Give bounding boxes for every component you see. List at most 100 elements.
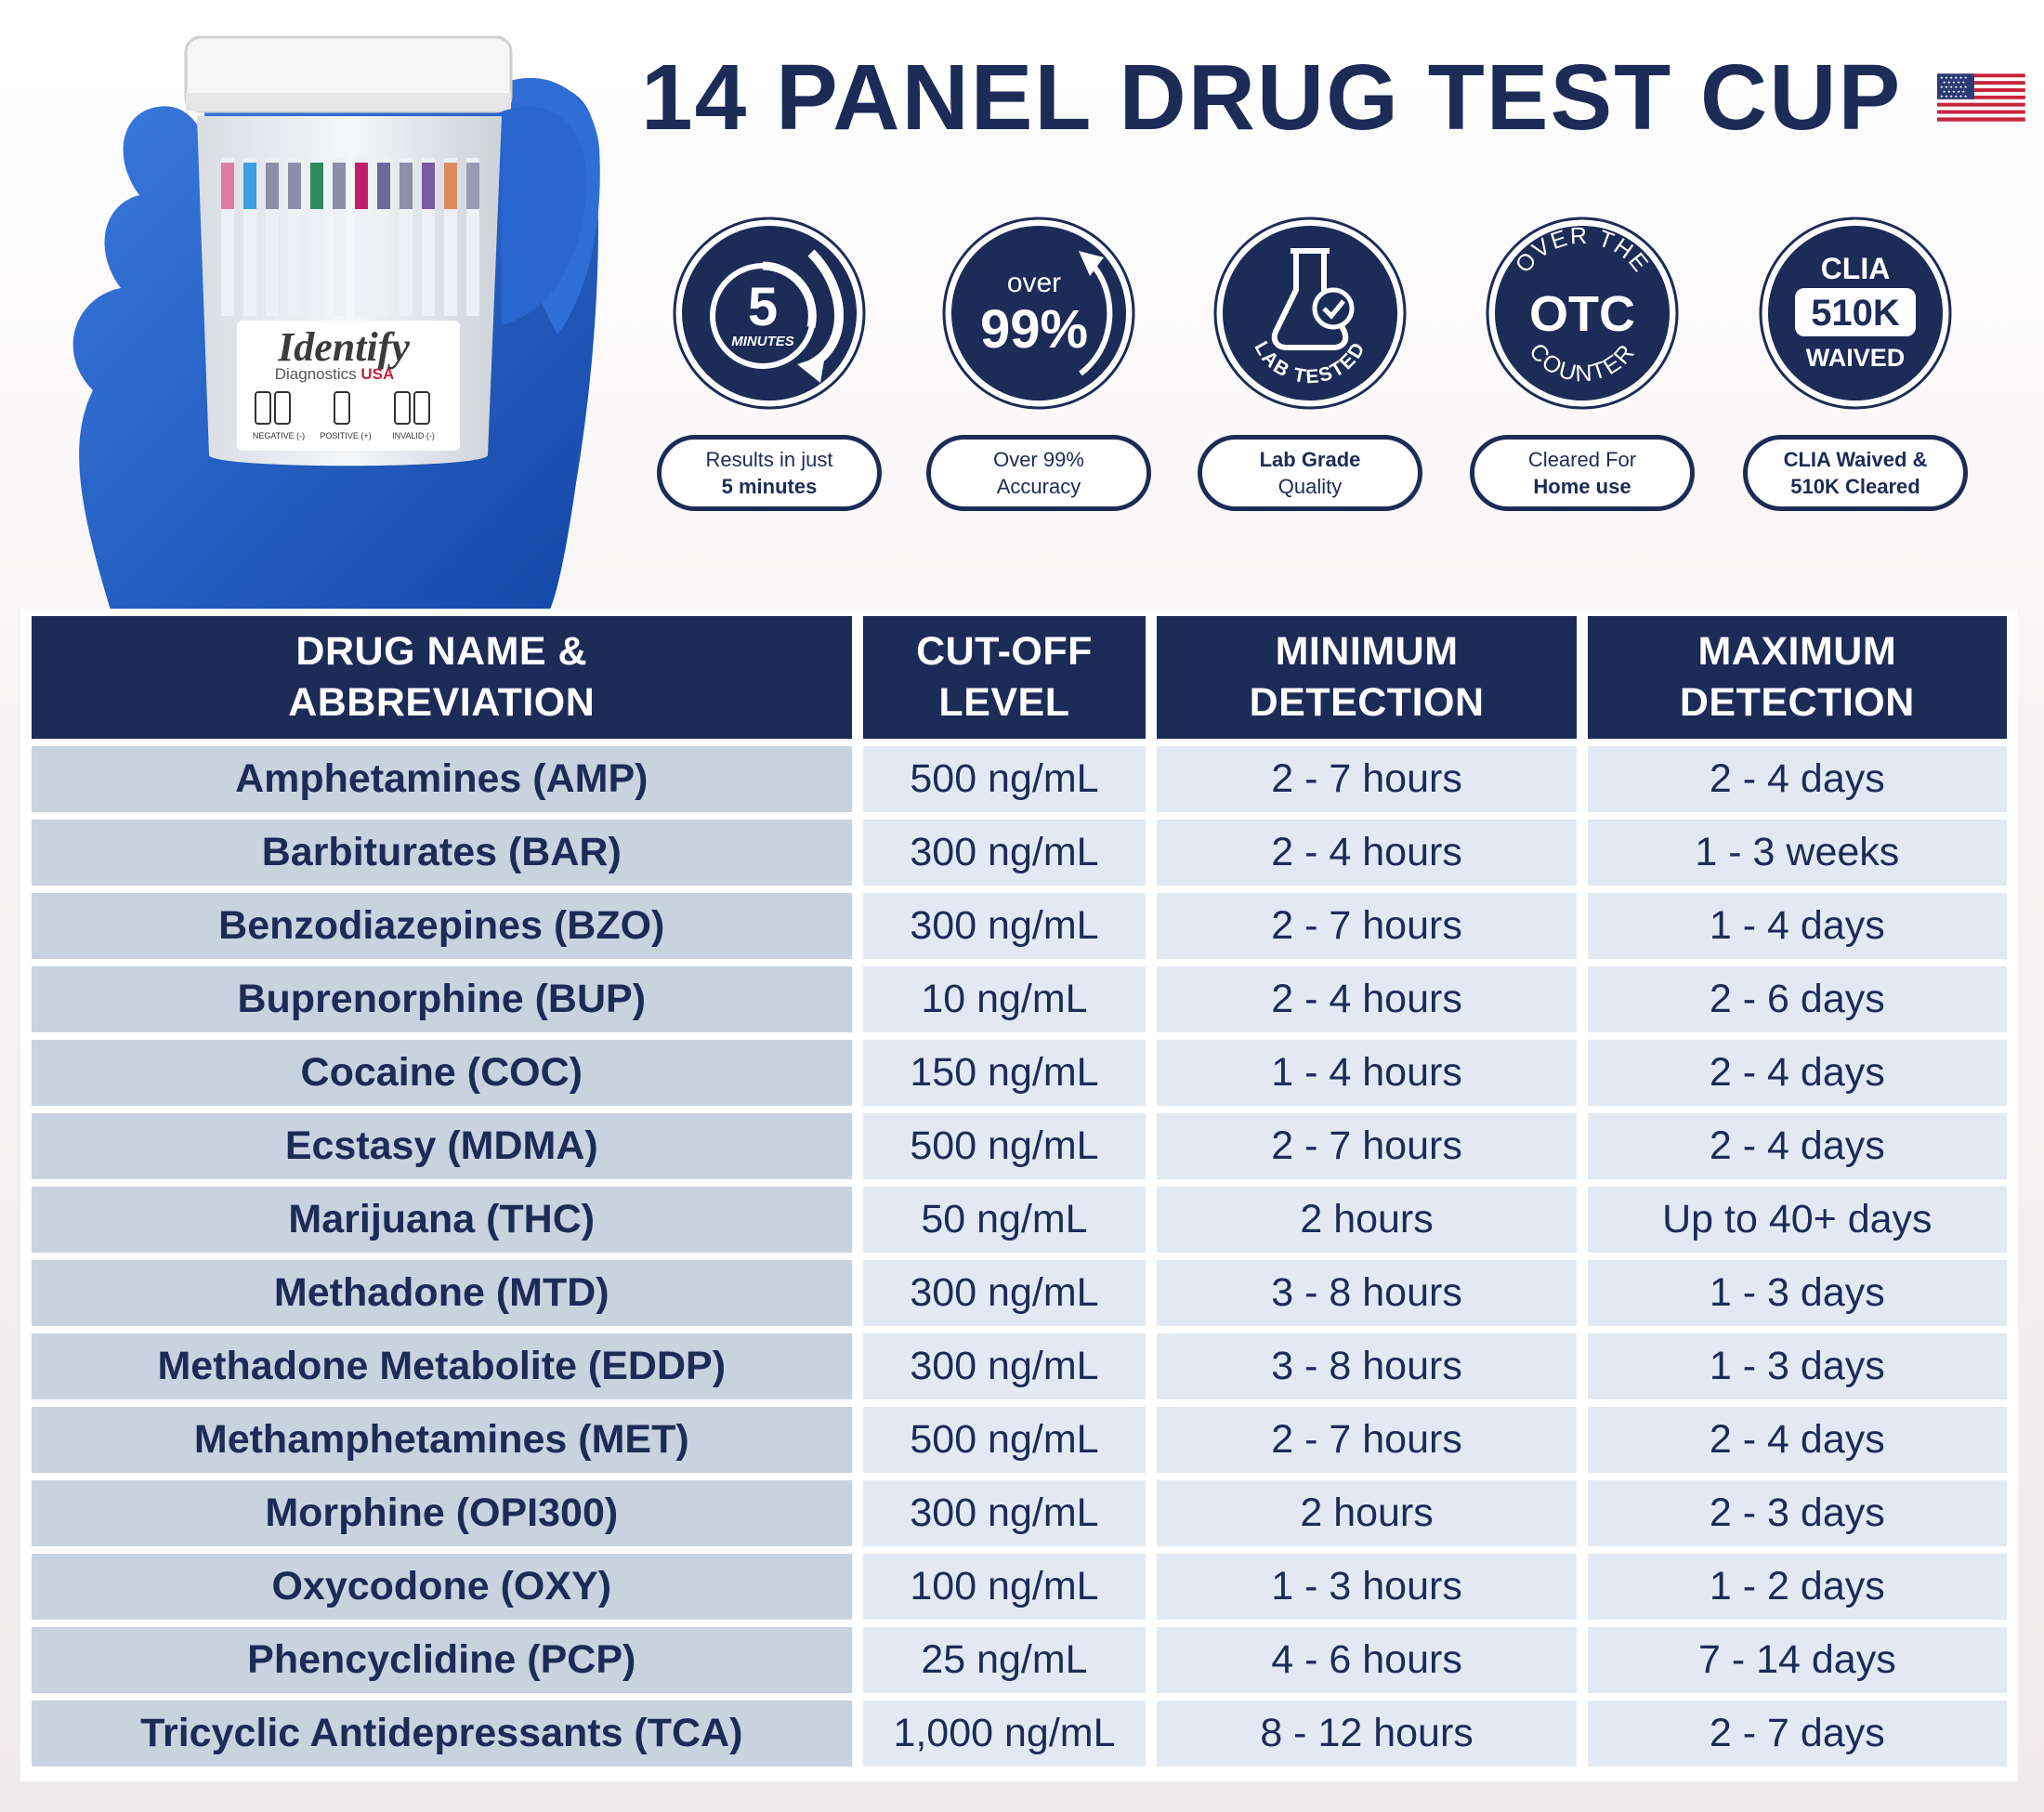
- svg-text:WAIVED: WAIVED: [1806, 344, 1906, 372]
- drug-name-cell: Methadone Metabolite (EDDP): [32, 1333, 852, 1399]
- test-strip-color: [221, 163, 234, 209]
- min-detection-cell: 2 - 4 hours: [1157, 820, 1577, 886]
- max-detection-cell: 7 - 14 days: [1587, 1627, 2007, 1693]
- table-row: Marijuana (THC) 50 ng/mL 2 hours Up to 40+ …: [32, 1187, 2007, 1253]
- table-row: Amphetamines (AMP) 500 ng/mL 2 - 7 hours 2 …: [32, 746, 2007, 812]
- feature-label: Over 99% Accuracy: [926, 435, 1151, 511]
- svg-text:★ ★ ★ ★ ★ ★: ★ ★ ★ ★ ★ ★: [1940, 85, 1968, 90]
- feature-label: Cleared For Home use: [1470, 435, 1695, 511]
- svg-text:★ ★ ★ ★ ★ ★: ★ ★ ★ ★ ★ ★: [1940, 94, 1968, 99]
- svg-text:5: 5: [748, 277, 778, 337]
- min-detection-cell: 2 hours: [1157, 1187, 1577, 1253]
- drug-name-cell: Tricyclic Antidepressants (TCA): [32, 1700, 852, 1766]
- cutoff-cell: 1,000 ng/mL: [862, 1700, 1146, 1766]
- feature-lab-tested: LAB TESTED Lab Grade Quality: [1194, 216, 1426, 511]
- svg-text:510K: 510K: [1811, 293, 1900, 334]
- max-detection-cell: 2 - 4 days: [1587, 1113, 2007, 1179]
- header-max-detection: MAXIMUM DETECTION: [1587, 616, 2007, 739]
- svg-text:★ ★ ★ ★ ★: ★ ★ ★ ★ ★: [1943, 80, 1966, 85]
- table-row: Ecstasy (MDMA) 500 ng/mL 2 - 7 hours 2 - 4 …: [32, 1113, 2007, 1179]
- table-row: Barbiturates (BAR) 300 ng/mL 2 - 4 hours 1 …: [32, 820, 2007, 886]
- max-detection-cell: 2 - 7 days: [1587, 1700, 2007, 1766]
- feature-label: Lab Grade Quality: [1198, 435, 1422, 511]
- table-row: Benzodiazepines (BZO) 300 ng/mL 2 - 7 hour…: [32, 893, 2007, 959]
- min-detection-cell: 1 - 4 hours: [1157, 1040, 1577, 1106]
- table-row: Phencyclidine (PCP) 25 ng/mL 4 - 6 hours 7 …: [32, 1627, 2007, 1693]
- svg-text:NEGATIVE (-): NEGATIVE (-): [253, 431, 305, 440]
- cutoff-cell: 300 ng/mL: [862, 1260, 1146, 1326]
- max-detection-cell: 1 - 2 days: [1587, 1554, 2007, 1620]
- table-row: Methadone Metabolite (EDDP) 300 ng/mL 3 - …: [32, 1333, 2007, 1399]
- min-detection-cell: 8 - 12 hours: [1157, 1700, 1577, 1766]
- cutoff-cell: 25 ng/mL: [862, 1627, 1146, 1693]
- svg-text:99%: 99%: [980, 299, 1088, 360]
- table-row: Methamphetamines (MET) 500 ng/mL 2 - 7 hou…: [32, 1407, 2007, 1473]
- test-strip-color: [333, 163, 346, 209]
- test-strip-color: [310, 163, 323, 209]
- test-strip-color: [466, 163, 479, 209]
- otc-icon: OVER THE OTC COUNTER: [1486, 217, 1679, 410]
- table-row: Buprenorphine (BUP) 10 ng/mL 2 - 4 hours 2 …: [32, 966, 2007, 1032]
- cutoff-cell: 10 ng/mL: [862, 966, 1146, 1032]
- us-flag-icon: ★ ★ ★ ★ ★ ★★ ★ ★ ★ ★★ ★ ★ ★ ★ ★ ★ ★ ★ ★ …: [1937, 73, 2025, 122]
- drug-name-cell: Buprenorphine (BUP): [32, 966, 852, 1032]
- feature-label: CLIA Waived & 510K Cleared: [1743, 435, 1968, 511]
- min-detection-cell: 2 - 7 hours: [1157, 893, 1577, 959]
- max-detection-cell: 1 - 3 days: [1587, 1333, 2007, 1399]
- accuracy-arrow-icon: over 99%: [942, 217, 1135, 410]
- test-strip-color: [400, 163, 413, 209]
- detection-table: DRUG NAME & ABBREVIATION CUT-OFF LEVEL M…: [20, 609, 2018, 1774]
- brand-logo: Identify: [277, 324, 410, 370]
- svg-text:★ ★ ★ ★ ★ ★: ★ ★ ★ ★ ★ ★: [1940, 75, 1968, 81]
- drug-name-cell: Benzodiazepines (BZO): [32, 893, 852, 959]
- drug-name-cell: Cocaine (COC): [32, 1040, 852, 1106]
- min-detection-cell: 2 - 7 hours: [1157, 746, 1577, 812]
- cutoff-cell: 300 ng/mL: [862, 893, 1146, 959]
- cutoff-cell: 500 ng/mL: [862, 1407, 1146, 1473]
- max-detection-cell: 2 - 6 days: [1587, 966, 2007, 1032]
- svg-text:MINUTES: MINUTES: [731, 334, 794, 349]
- table-row: Oxycodone (OXY) 100 ng/mL 1 - 3 hours 1 - 2…: [32, 1554, 2007, 1620]
- svg-text:POSITIVE (+): POSITIVE (+): [320, 431, 371, 440]
- table-row: Tricyclic Antidepressants (TCA) 1,000 ng/…: [32, 1700, 2007, 1766]
- min-detection-cell: 1 - 3 hours: [1157, 1554, 1577, 1620]
- test-strip-color: [422, 163, 435, 209]
- feature-label: Results in just 5 minutes: [657, 435, 882, 511]
- min-detection-cell: 3 - 8 hours: [1157, 1333, 1577, 1399]
- test-strip-color: [243, 163, 256, 209]
- test-strip-color: [355, 163, 368, 209]
- cutoff-cell: 150 ng/mL: [862, 1040, 1146, 1106]
- table-row: Cocaine (COC) 150 ng/mL 1 - 4 hours 2 - 4 d…: [32, 1040, 2007, 1106]
- max-detection-cell: 2 - 4 days: [1587, 746, 2007, 812]
- max-detection-cell: 2 - 4 days: [1587, 1040, 2007, 1106]
- drug-name-cell: Amphetamines (AMP): [32, 746, 852, 812]
- cutoff-cell: 300 ng/mL: [862, 1333, 1146, 1399]
- max-detection-cell: 1 - 3 weeks: [1587, 820, 2007, 886]
- flask-icon: LAB TESTED: [1213, 217, 1407, 410]
- title-row: 14 PANEL DRUG TEST CUP ★ ★ ★ ★ ★ ★ ★ ★ ★ …: [632, 37, 2025, 158]
- drug-name-cell: Barbiturates (BAR): [32, 820, 852, 886]
- max-detection-cell: 1 - 4 days: [1587, 893, 2007, 959]
- test-strip-color: [377, 163, 390, 209]
- cutoff-cell: 50 ng/mL: [862, 1187, 1146, 1253]
- drug-name-cell: Morphine (OPI300): [32, 1480, 852, 1546]
- cutoff-cell: 500 ng/mL: [862, 746, 1146, 812]
- test-strip-color: [266, 163, 279, 209]
- header-min-detection: MINIMUM DETECTION: [1157, 616, 1577, 739]
- table-row: Morphine (OPI300) 300 ng/mL 2 hours 2 - 3 d…: [32, 1480, 2007, 1546]
- product-photo: Identify Diagnostics USA NEGATIVE (-) PO…: [72, 35, 600, 613]
- svg-text:over: over: [1007, 268, 1061, 298]
- cutoff-cell: 300 ng/mL: [862, 1480, 1146, 1546]
- cutoff-cell: 100 ng/mL: [862, 1554, 1146, 1620]
- max-detection-cell: 1 - 3 days: [1587, 1260, 2007, 1326]
- table-header-row: DRUG NAME & ABBREVIATION CUT-OFF LEVEL M…: [32, 616, 2007, 739]
- min-detection-cell: 2 - 7 hours: [1157, 1407, 1577, 1473]
- header-drug-name: DRUG NAME & ABBREVIATION: [32, 616, 852, 739]
- min-detection-cell: 2 - 4 hours: [1157, 966, 1577, 1032]
- max-detection-cell: 2 - 4 days: [1587, 1407, 2007, 1473]
- drug-name-cell: Methadone (MTD): [32, 1260, 852, 1326]
- page-title: 14 PANEL DRUG TEST CUP: [641, 45, 1903, 150]
- drug-name-cell: Marijuana (THC): [32, 1187, 852, 1253]
- stopwatch-icon: 5 MINUTES: [673, 217, 866, 410]
- brand-subtitle: Diagnostics USA: [275, 365, 395, 383]
